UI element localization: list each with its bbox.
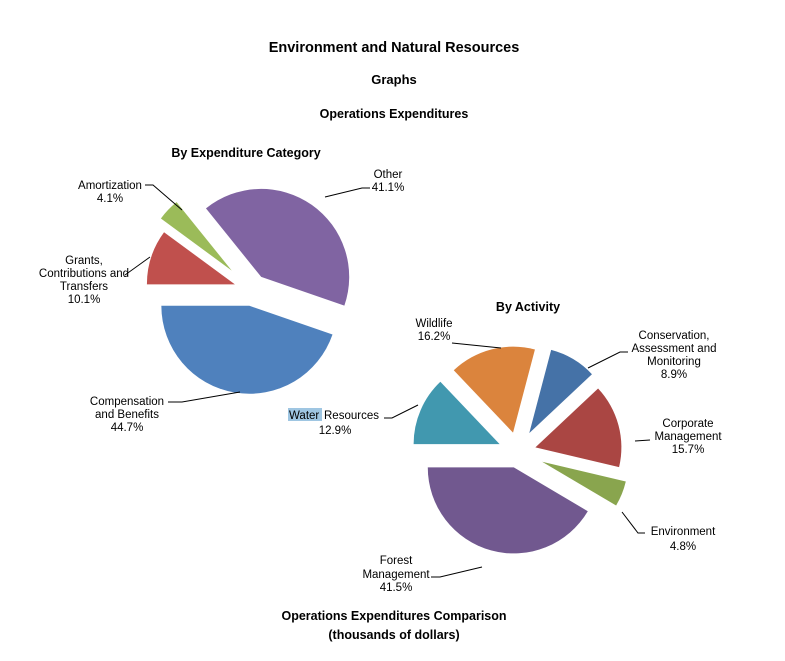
- svg-text:Amortization: Amortization: [78, 180, 142, 192]
- svg-text:Wildlife: Wildlife: [415, 318, 452, 330]
- label-forest: Forest Management 41.5%: [362, 555, 483, 594]
- pie-slice-conservation-assessment-and-monitoring: [529, 349, 592, 434]
- section-title: Operations Expenditures: [320, 107, 469, 121]
- pie-slice-other: [205, 188, 350, 306]
- pie-slice-grants-contributions-and-transfers: [146, 232, 235, 285]
- svg-text:Contributions and: Contributions and: [39, 268, 129, 280]
- svg-text:Environment: Environment: [651, 526, 716, 538]
- comparison-title: Operations Expenditures Comparison: [281, 609, 506, 623]
- svg-text:16.2%: 16.2%: [418, 331, 451, 343]
- pie-slice-corporate-management: [535, 388, 622, 468]
- pie-slice-environment: [542, 461, 626, 506]
- svg-text:Compensation: Compensation: [90, 396, 164, 408]
- svg-text:Resources: Resources: [324, 410, 379, 422]
- document-title: Environment and Natural Resources: [269, 40, 520, 56]
- svg-text:44.7%: 44.7%: [111, 422, 144, 434]
- svg-text:Forest: Forest: [380, 555, 413, 567]
- svg-text:12.9%: 12.9%: [319, 425, 352, 437]
- svg-text:Management: Management: [654, 431, 722, 443]
- label-conservation: Conservation, Assessment and Monitoring …: [587, 330, 717, 381]
- comparison-units: (thousands of dollars): [328, 628, 459, 642]
- svg-text:41.5%: 41.5%: [380, 582, 413, 594]
- pie-slice-forest-management: [427, 467, 588, 554]
- svg-text:Other: Other: [374, 169, 403, 181]
- label-water-resources: Water Resources 12.9%: [288, 404, 419, 437]
- label-amortization: Amortization 4.1%: [78, 180, 183, 211]
- label-wildlife: Wildlife 16.2%: [415, 318, 502, 349]
- svg-text:Conservation,: Conservation,: [639, 330, 710, 342]
- svg-text:Assessment and: Assessment and: [631, 343, 716, 355]
- svg-text:4.8%: 4.8%: [670, 541, 696, 553]
- pie-slice-water-resources: [413, 381, 500, 445]
- pie-chart-expenditure-category: [146, 188, 350, 394]
- svg-text:4.1%: 4.1%: [97, 193, 123, 205]
- svg-text:10.1%: 10.1%: [68, 294, 101, 306]
- chart1-title: By Expenditure Category: [171, 146, 320, 160]
- pie-slice-compensation-and-benefits: [161, 305, 333, 394]
- label-grants: Grants, Contributions and Transfers 10.1…: [39, 255, 151, 306]
- pie-slice-wildlife: [453, 346, 535, 433]
- document-subtitle: Graphs: [371, 72, 417, 87]
- label-environment: Environment 4.8%: [621, 511, 716, 553]
- pie-chart-activity: [413, 346, 626, 554]
- svg-text:8.9%: 8.9%: [661, 369, 687, 381]
- svg-text:Management: Management: [362, 569, 430, 581]
- svg-text:Monitoring: Monitoring: [647, 356, 701, 368]
- svg-text:Grants,: Grants,: [65, 255, 103, 267]
- search-highlight: [288, 408, 322, 421]
- svg-text:41.1%: 41.1%: [372, 182, 405, 194]
- svg-text:Transfers: Transfers: [60, 281, 108, 293]
- label-other: Other 41.1%: [324, 169, 405, 198]
- svg-text:Corporate: Corporate: [662, 418, 713, 430]
- label-corporate: Corporate Management 15.7%: [634, 418, 722, 456]
- pie-slice-amortization: [160, 202, 232, 271]
- svg-text:and Benefits: and Benefits: [95, 409, 159, 421]
- svg-text:15.7%: 15.7%: [672, 444, 705, 456]
- label-compensation: Compensation and Benefits 44.7%: [90, 391, 241, 434]
- svg-text:Water: Water: [289, 410, 319, 422]
- chart2-title: By Activity: [496, 300, 560, 314]
